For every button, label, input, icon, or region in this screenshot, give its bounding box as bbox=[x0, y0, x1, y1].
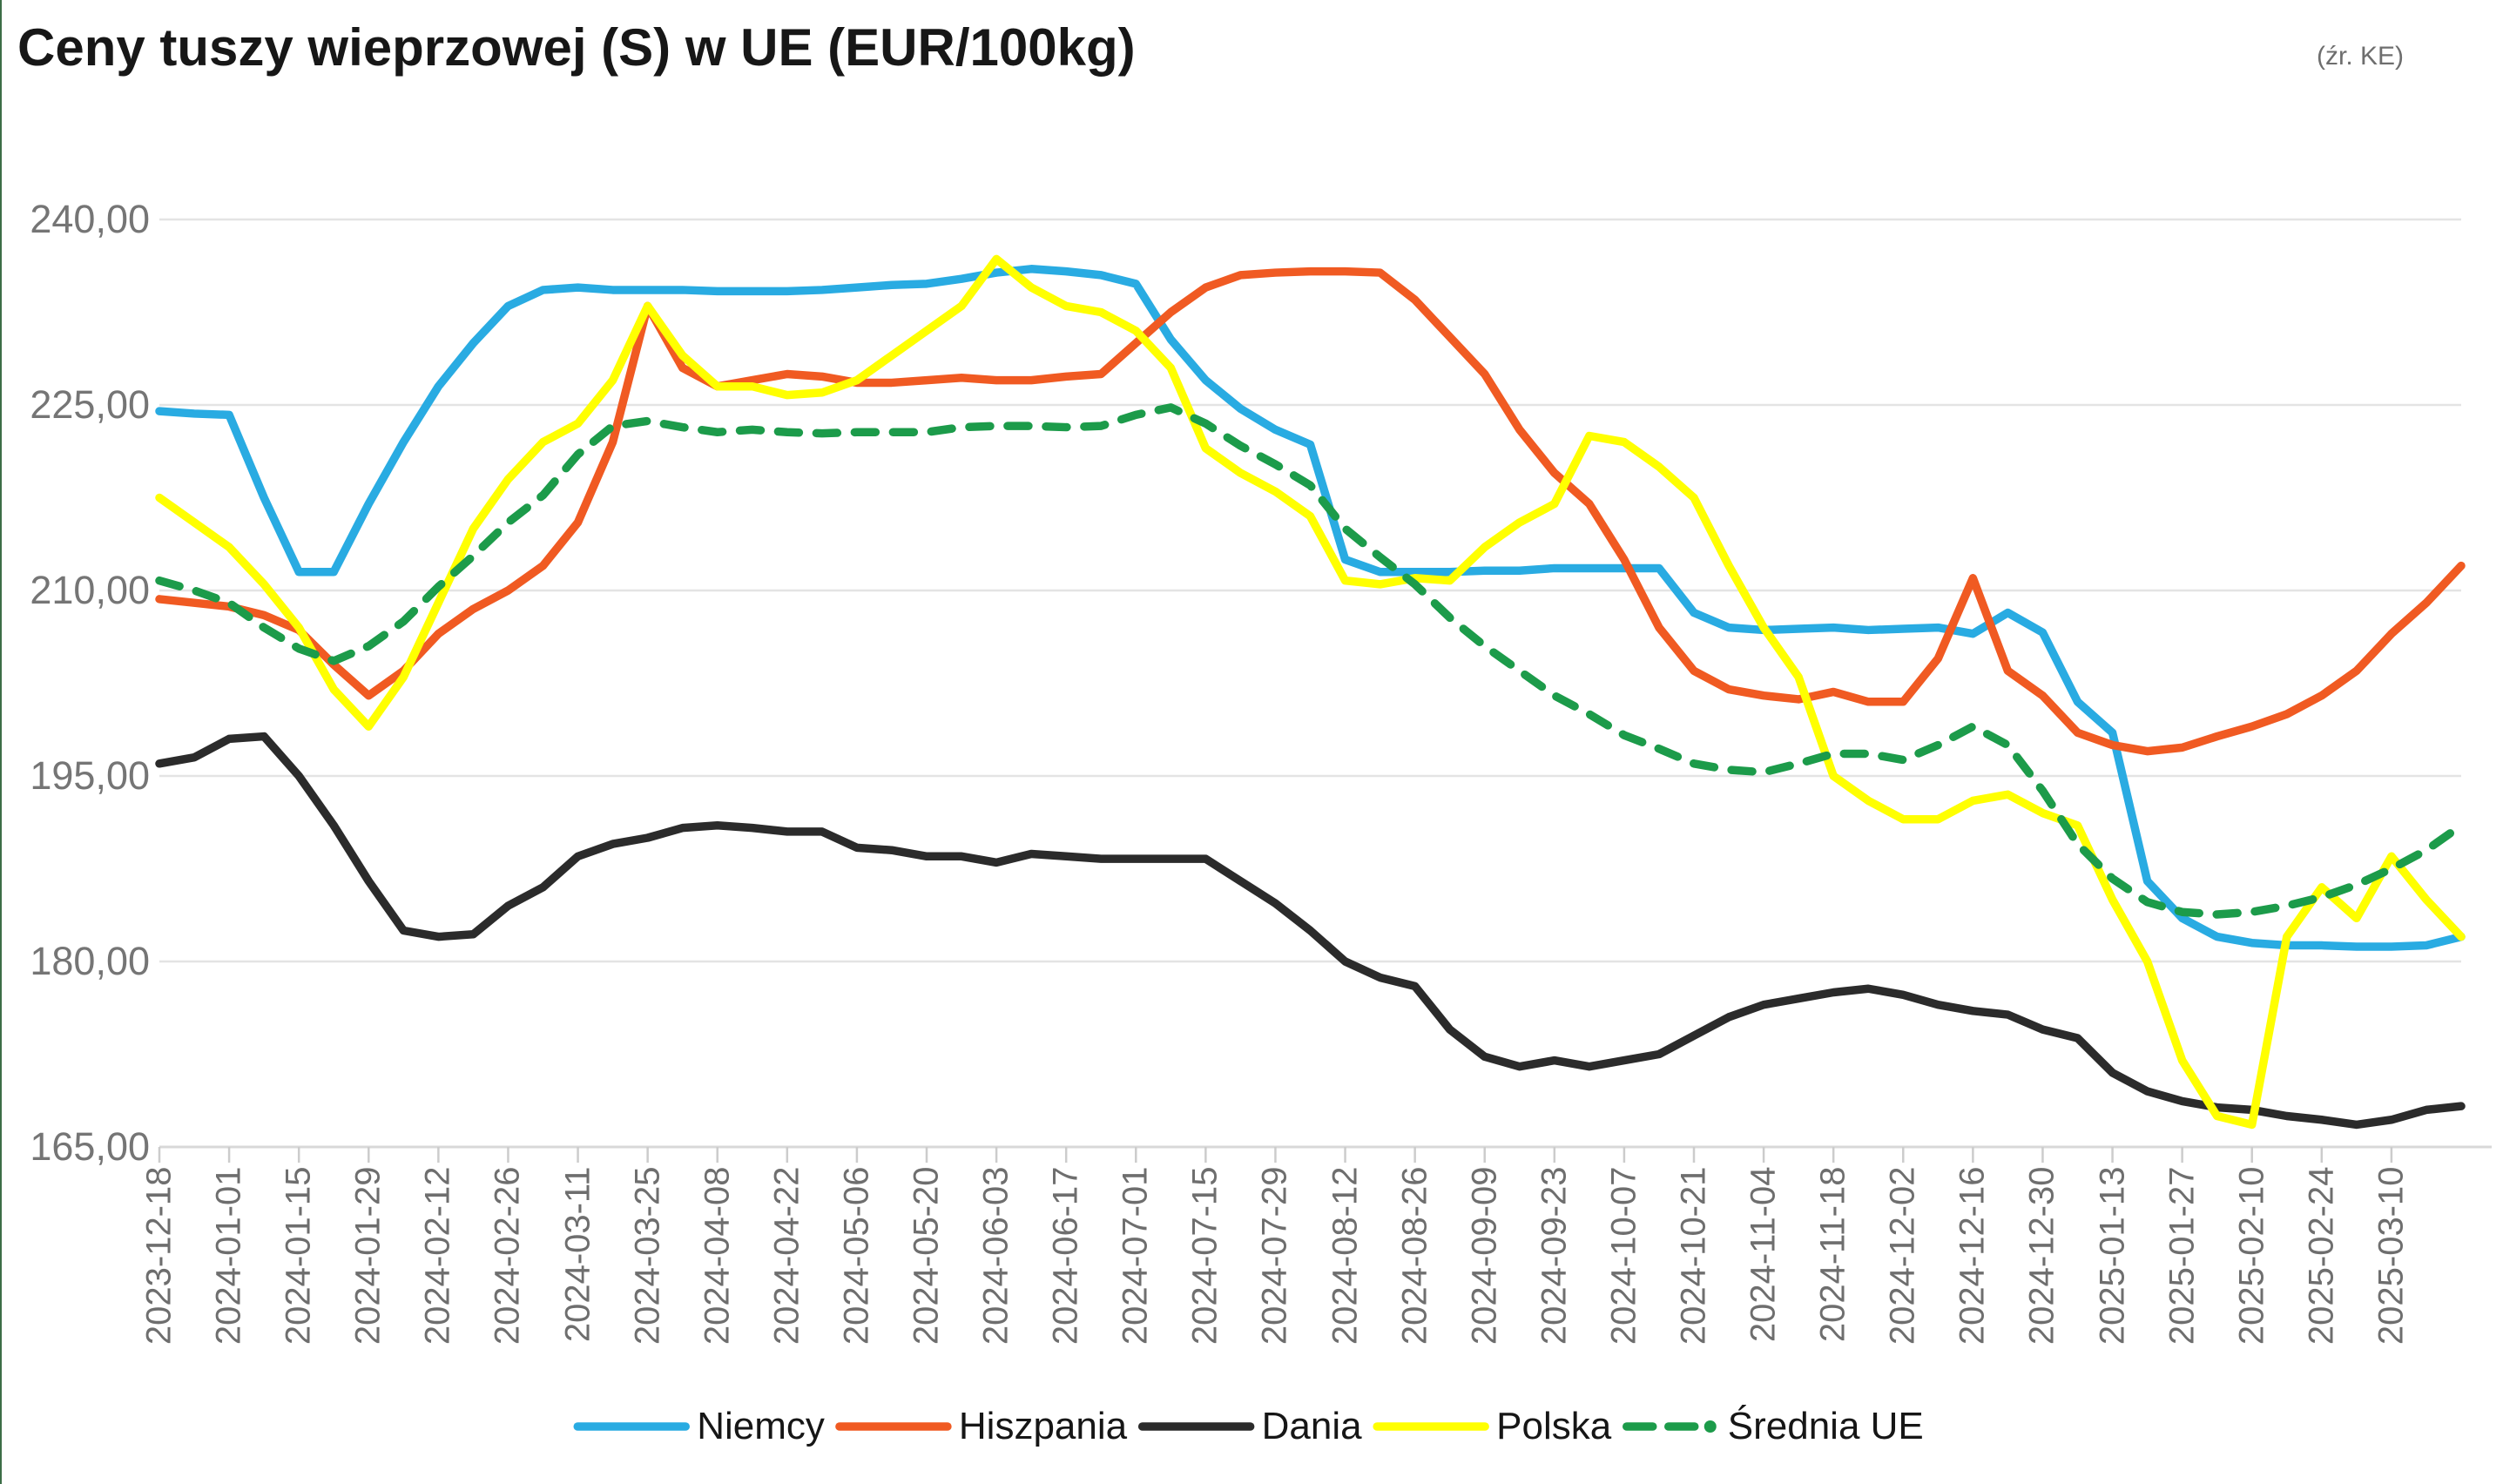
svg-text:Polska: Polska bbox=[1496, 1405, 1612, 1447]
svg-text:Hiszpania: Hiszpania bbox=[959, 1405, 1128, 1447]
svg-text:Średnia UE: Średnia UE bbox=[1728, 1403, 1924, 1447]
svg-text:Dania: Dania bbox=[1262, 1405, 1362, 1447]
svg-text:Niemcy: Niemcy bbox=[697, 1405, 825, 1447]
